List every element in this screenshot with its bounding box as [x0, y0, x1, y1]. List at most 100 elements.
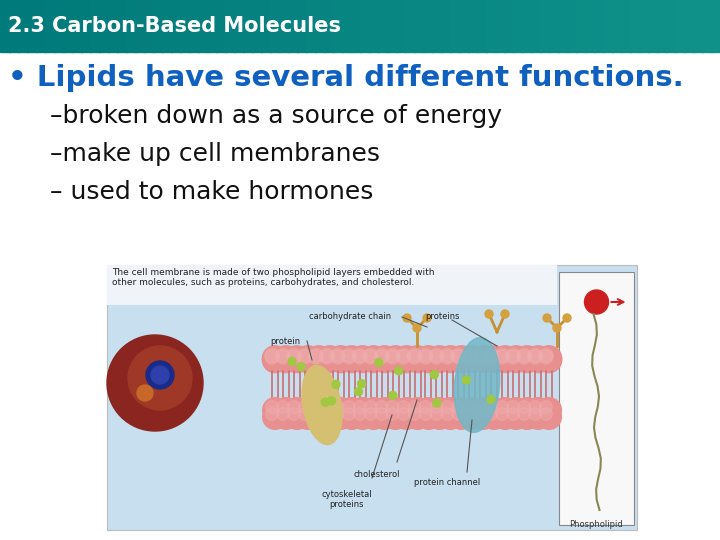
Bar [639, 0, 649, 52]
Circle shape [397, 348, 410, 362]
Circle shape [321, 398, 329, 406]
Circle shape [485, 350, 498, 364]
Circle shape [295, 347, 320, 373]
Circle shape [339, 397, 364, 422]
Circle shape [361, 347, 386, 373]
Circle shape [408, 408, 420, 420]
Circle shape [262, 346, 287, 371]
Circle shape [287, 408, 300, 420]
Bar [198, 0, 208, 52]
Bar [387, 0, 397, 52]
Circle shape [330, 348, 345, 362]
Circle shape [263, 397, 287, 422]
Circle shape [563, 314, 571, 322]
Bar [531, 0, 541, 52]
Circle shape [528, 401, 541, 413]
Circle shape [528, 348, 542, 362]
Circle shape [318, 346, 343, 371]
Bar [612, 0, 622, 52]
Bar [360, 0, 370, 52]
Bar [711, 0, 720, 52]
Circle shape [518, 401, 531, 413]
Bar [0, 0, 10, 52]
Circle shape [351, 397, 375, 422]
Circle shape [495, 350, 509, 364]
Circle shape [540, 401, 552, 413]
Bar [702, 0, 712, 52]
Bar [477, 0, 487, 52]
Circle shape [471, 404, 495, 429]
Circle shape [459, 347, 485, 373]
Bar [684, 0, 694, 52]
Circle shape [419, 401, 432, 413]
Circle shape [423, 314, 431, 322]
Circle shape [463, 401, 476, 413]
Circle shape [427, 347, 452, 373]
Bar [18, 0, 28, 52]
Circle shape [394, 347, 419, 373]
Circle shape [137, 385, 153, 401]
Bar [513, 0, 523, 52]
Circle shape [318, 397, 342, 422]
Circle shape [408, 401, 420, 413]
Circle shape [496, 408, 508, 420]
Circle shape [462, 376, 470, 384]
Circle shape [528, 408, 541, 420]
Circle shape [375, 408, 388, 420]
Bar [107, 265, 557, 305]
Circle shape [493, 397, 518, 422]
Circle shape [515, 404, 539, 429]
Bar [162, 0, 172, 52]
Circle shape [372, 346, 397, 371]
Circle shape [441, 408, 454, 420]
Bar [423, 0, 433, 52]
Circle shape [451, 350, 465, 364]
Circle shape [287, 401, 300, 413]
Circle shape [310, 401, 322, 413]
Circle shape [364, 408, 377, 420]
Circle shape [330, 350, 345, 364]
Circle shape [517, 348, 531, 362]
Bar [72, 0, 82, 52]
Text: Phospholipid: Phospholipid [570, 520, 624, 529]
Bar [432, 0, 442, 52]
Circle shape [276, 350, 290, 364]
Circle shape [427, 397, 451, 422]
Circle shape [351, 404, 375, 429]
Circle shape [297, 363, 305, 370]
Circle shape [405, 404, 430, 429]
Circle shape [266, 401, 279, 413]
Circle shape [449, 404, 474, 429]
Circle shape [151, 366, 169, 384]
Bar [180, 0, 190, 52]
Circle shape [332, 380, 340, 388]
Circle shape [471, 397, 495, 422]
Text: –broken down as a source of energy: –broken down as a source of energy [50, 104, 502, 128]
Circle shape [265, 348, 279, 362]
Circle shape [320, 350, 334, 364]
Circle shape [397, 401, 410, 413]
Bar [576, 0, 586, 52]
Text: The cell membrane is made of two phospholipid layers embedded with
other molecul: The cell membrane is made of two phospho… [112, 268, 434, 287]
Circle shape [328, 347, 354, 373]
Circle shape [343, 401, 355, 413]
Circle shape [276, 401, 289, 413]
Circle shape [482, 397, 507, 422]
Circle shape [350, 346, 375, 371]
Bar [378, 0, 388, 52]
Circle shape [485, 408, 498, 420]
Bar [90, 0, 100, 52]
Circle shape [427, 404, 451, 429]
Circle shape [284, 397, 310, 422]
Bar [63, 0, 73, 52]
Bar [450, 0, 460, 52]
Circle shape [386, 348, 400, 362]
Circle shape [375, 359, 383, 367]
Circle shape [540, 408, 552, 420]
Bar [297, 0, 307, 52]
Circle shape [438, 346, 463, 371]
Circle shape [107, 335, 203, 431]
Circle shape [383, 347, 408, 373]
Bar [189, 0, 199, 52]
Circle shape [354, 388, 363, 396]
